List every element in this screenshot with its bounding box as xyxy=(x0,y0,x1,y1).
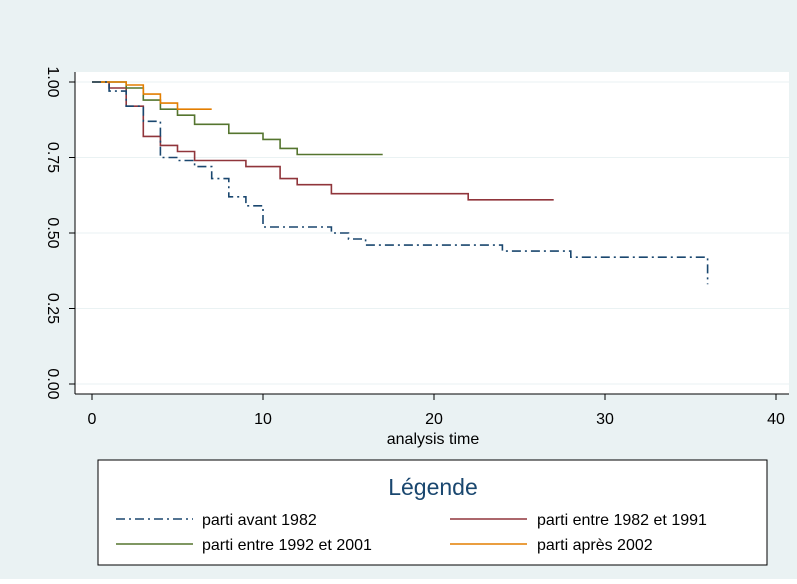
series-line-1 xyxy=(92,81,554,201)
y-tick-label-3: 0.75 xyxy=(44,142,61,173)
legend-label-1: parti entre 1982 et 1991 xyxy=(537,512,707,529)
y-tick-label-4: 1.00 xyxy=(44,66,61,97)
x-tick-label-0: 0 xyxy=(88,411,97,428)
legend-label-2: parti entre 1992 et 2001 xyxy=(202,537,372,554)
x-axis-label: analysis time xyxy=(387,431,480,448)
x-tick-label-1: 10 xyxy=(254,411,272,428)
legend-box xyxy=(97,459,768,566)
legend-title: Légende xyxy=(388,474,478,500)
series-line-3 xyxy=(92,81,212,110)
y-tick-label-1: 0.25 xyxy=(44,293,61,324)
y-tick-label-2: 0.50 xyxy=(44,217,61,248)
legend-label-3: parti après 2002 xyxy=(537,537,653,554)
x-tick-label-3: 30 xyxy=(596,411,614,428)
ticks: 0 10 20 30 40 0.00 0.25 0.50 0.75 1.00 xyxy=(44,66,785,428)
legend: Légende parti avant 1982 parti entre 1982… xyxy=(97,459,768,566)
legend-items: parti avant 1982 parti entre 1982 et 1991… xyxy=(116,512,707,554)
y-tick-label-0: 0.00 xyxy=(44,368,61,399)
x-tick-label-4: 40 xyxy=(767,411,785,428)
survival-curves xyxy=(92,81,709,285)
legend-label-0: parti avant 1982 xyxy=(202,512,317,529)
x-tick-label-2: 20 xyxy=(425,411,443,428)
series-line-0 xyxy=(92,81,709,285)
